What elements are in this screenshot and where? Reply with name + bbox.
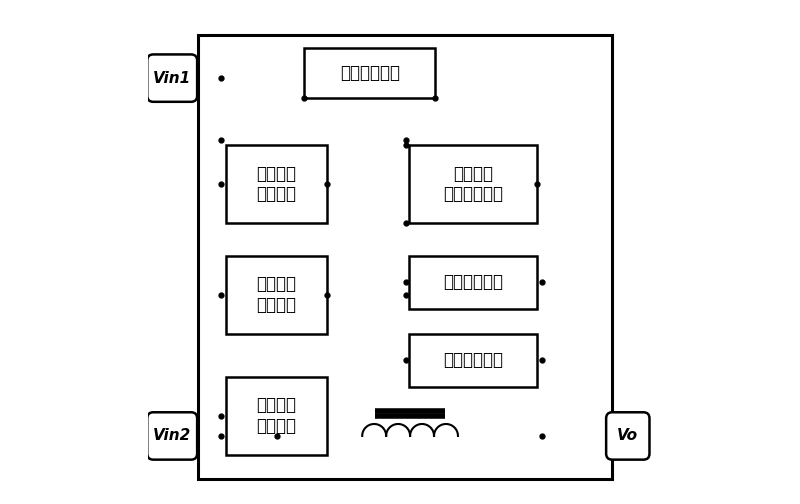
Bar bbox=[304, 48, 435, 98]
Bar bbox=[409, 334, 538, 387]
Bar bbox=[198, 35, 612, 479]
FancyBboxPatch shape bbox=[147, 54, 197, 102]
Text: 电源电路单元: 电源电路单元 bbox=[340, 64, 400, 82]
Bar bbox=[226, 145, 327, 223]
Text: Vo: Vo bbox=[618, 428, 638, 444]
Text: 吸收电路单元: 吸收电路单元 bbox=[443, 351, 503, 369]
Bar bbox=[409, 256, 538, 308]
FancyBboxPatch shape bbox=[147, 412, 197, 460]
Bar bbox=[409, 145, 538, 223]
Bar bbox=[226, 256, 327, 334]
Text: Vin1: Vin1 bbox=[153, 71, 191, 86]
Bar bbox=[226, 377, 327, 455]
Text: 电压比较
驱动电路单元: 电压比较 驱动电路单元 bbox=[443, 165, 503, 203]
Text: Vin2: Vin2 bbox=[153, 428, 191, 444]
Text: 增益调节
电路单元: 增益调节 电路单元 bbox=[257, 165, 297, 203]
FancyBboxPatch shape bbox=[606, 412, 650, 460]
Text: 开关电路单元: 开关电路单元 bbox=[443, 273, 503, 291]
Text: 整流滤波
电路单元: 整流滤波 电路单元 bbox=[257, 276, 297, 314]
Text: 电流检测
电路单元: 电流检测 电路单元 bbox=[257, 397, 297, 435]
